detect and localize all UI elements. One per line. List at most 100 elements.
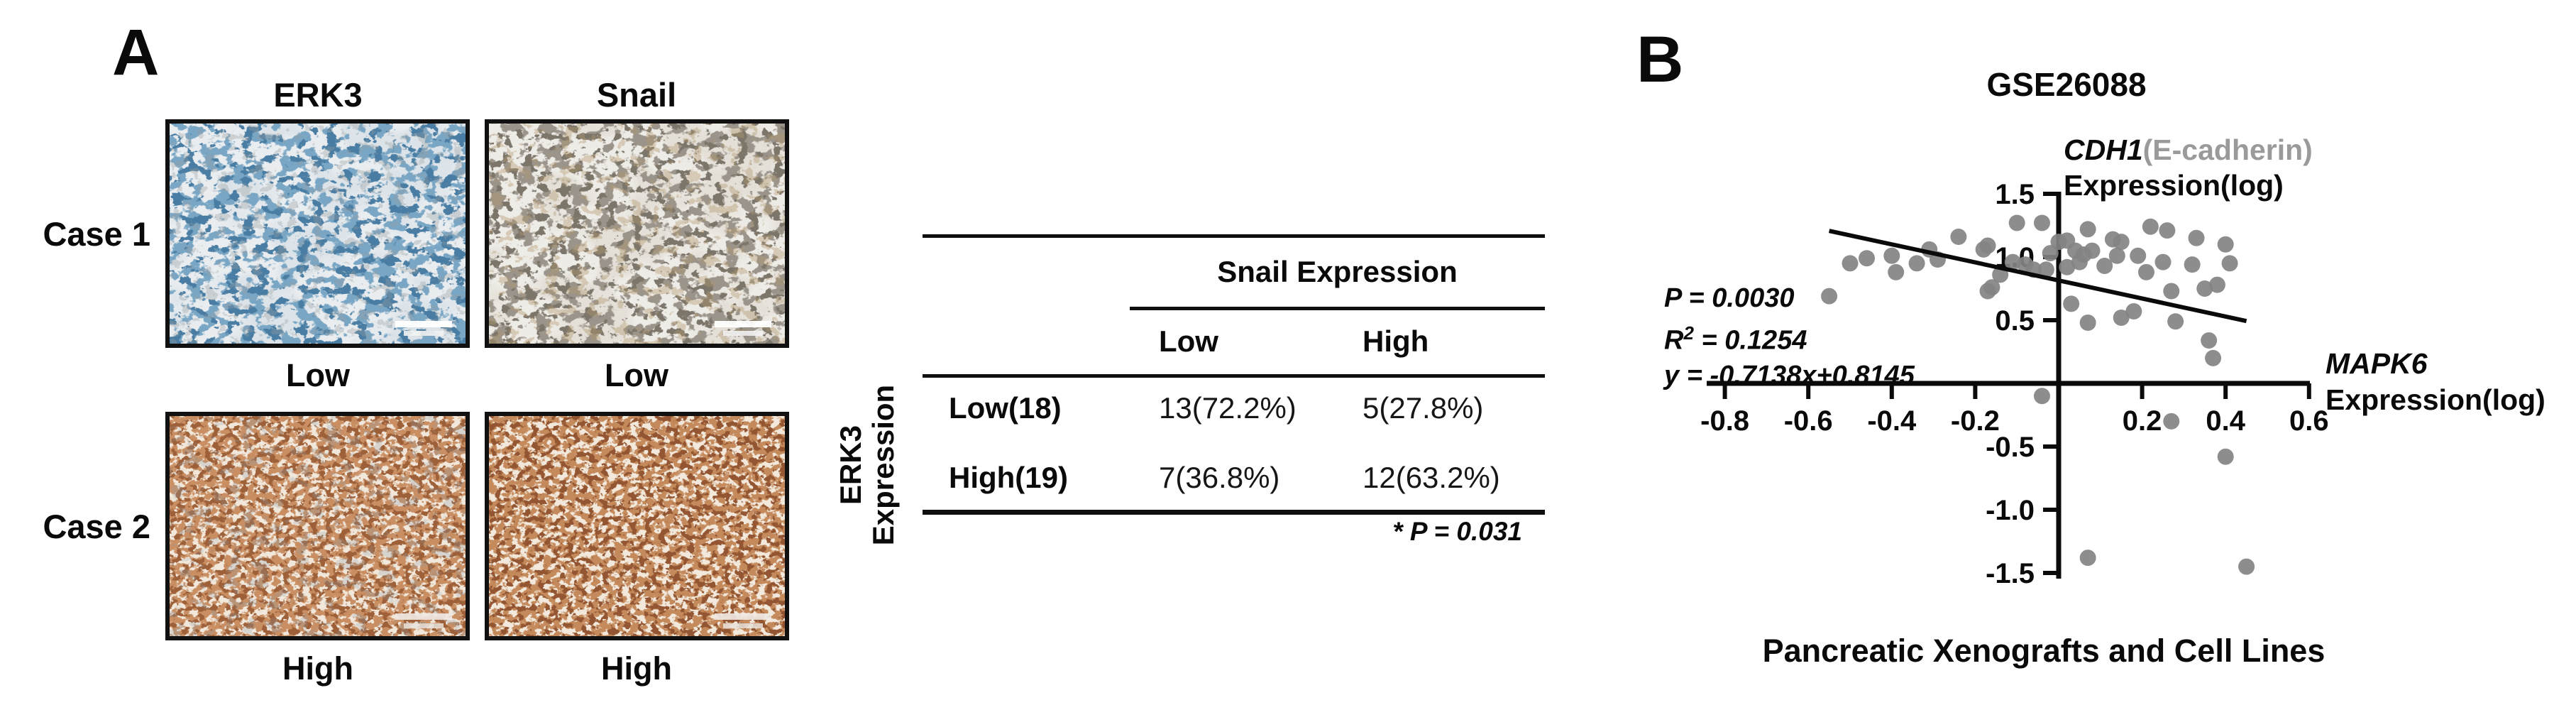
data-point [2196,280,2213,297]
x-tick-label: 0.2 [2123,405,2162,437]
data-point [2008,214,2025,231]
table-row1-high: 5(27.8%) [1363,391,1484,425]
data-point [2084,242,2101,259]
data-point [2154,253,2172,270]
table-row1-label: Low(18) [949,391,1062,425]
data-point [2159,222,2176,239]
ihc-image-case2-snail [485,412,789,640]
data-point [1983,279,2000,296]
data-point [2201,332,2218,349]
y-tick-label: -1.5 [1986,558,2035,589]
level-label-case1-erk3: Low [286,357,350,393]
data-point [2037,261,2054,278]
data-point [1821,288,1838,305]
data-point [1842,255,1859,272]
case-2-label: Case 2 [43,508,150,545]
column-title-snail: Snail [596,76,677,114]
y-axis-label-line2: Expression(log) [2064,169,2284,202]
data-point [2113,234,2130,251]
level-label-case2-erk3: High [282,650,353,687]
data-point [2079,221,2096,238]
data-point [2217,448,2234,465]
ihc-image-case1-erk3 [165,119,470,348]
data-point [2238,558,2255,575]
scale-bar [395,613,452,620]
panel-a-label: A [112,16,160,89]
scale-bar-2 [723,331,763,336]
data-point [2004,253,2021,270]
ihc-tissue-case1-erk3 [170,124,466,344]
x-tick-label: -0.2 [1951,405,2000,437]
scatter-plot: -0.8-0.6-0.4-0.20.20.40.61.51.00.5-0.5-1… [1700,179,2328,589]
panel-b-label: B [1636,23,1684,96]
data-point [2217,236,2234,253]
scale-bar-2 [723,623,763,628]
data-point [2125,303,2142,320]
level-label-case2-snail: High [601,650,672,687]
data-point [2033,214,2050,231]
x-tick-label: -0.6 [1784,405,1833,437]
table-rule-bottom [923,510,1545,515]
data-point [2167,313,2184,330]
y-axis-gene-name: CDH1 [2064,133,2143,166]
data-point [1908,255,1925,272]
ihc-tissue-case2-snail [489,416,785,636]
data-point [2142,218,2159,235]
table-row2-low: 7(36.8%) [1159,461,1280,494]
data-point [2059,258,2076,275]
y-tick-label: 1.5 [1995,179,2035,210]
stats-p-value: P = 0.0030 [1664,283,1795,313]
scale-bar [715,321,771,327]
data-point [2137,263,2154,280]
data-point [1950,229,1967,246]
data-point [2042,245,2059,262]
data-point [2079,315,2096,332]
data-point [2184,256,2201,273]
table-colhead-low: Low [1159,324,1218,358]
data-point [2063,295,2080,312]
y-axis-label-line1: CDH1(E-cadherin) [2064,133,2313,167]
data-point [2113,309,2130,326]
data-point [2208,276,2225,293]
x-axis-gene-name: MAPK6 [2325,347,2428,380]
table-footnote: * P = 0.031 [1392,517,1522,546]
data-point [1979,237,1996,254]
y-axis-paren-label: (E-cadherin) [2142,133,2313,166]
data-point [2130,247,2147,264]
column-title-erk3: ERK3 [273,76,363,114]
stats-r-squared: R2 = 0.1254 [1664,322,1807,356]
table-rule-mid [923,374,1545,378]
x-tick-label: 0.6 [2289,405,2328,437]
ihc-image-case1-snail [485,119,789,348]
x-tick-label: -0.8 [1700,405,1749,437]
table-row-group-label-line1: ERK3 [834,425,867,505]
data-point [2096,257,2113,274]
table-column-group-header: Snail Expression [1217,255,1458,288]
table-colhead-high: High [1363,324,1429,358]
y-tick-label: -1.0 [1986,495,2035,526]
ihc-tissue-case2-erk3 [170,416,466,636]
ihc-image-case2-erk3 [165,412,470,640]
level-label-case1-snail: Low [605,357,668,393]
scale-bar-2 [404,623,444,628]
ihc-tissue-case1-snail [489,124,785,344]
data-point [2221,255,2238,272]
data-point [2108,247,2125,264]
x-tick-label: -0.4 [1867,405,1917,437]
data-point [2033,388,2050,405]
data-point [1859,250,1876,267]
table-row2-high: 12(63.2%) [1363,461,1500,494]
table-rule-top [923,234,1545,238]
table-row1-low: 13(72.2%) [1159,391,1297,425]
scale-bar [715,613,771,620]
table-row2-label: High(19) [949,461,1068,494]
data-point [2079,550,2096,567]
y-tick-label: 0.5 [1995,305,2035,337]
regression-line [1828,229,2247,324]
scale-bar-2 [404,331,444,336]
chart-caption: Pancreatic Xenografts and Cell Lines [1762,633,2325,669]
data-point [2163,412,2180,430]
table-row-group-label: ERK3 Expression [834,359,900,572]
scale-bar [395,321,452,327]
